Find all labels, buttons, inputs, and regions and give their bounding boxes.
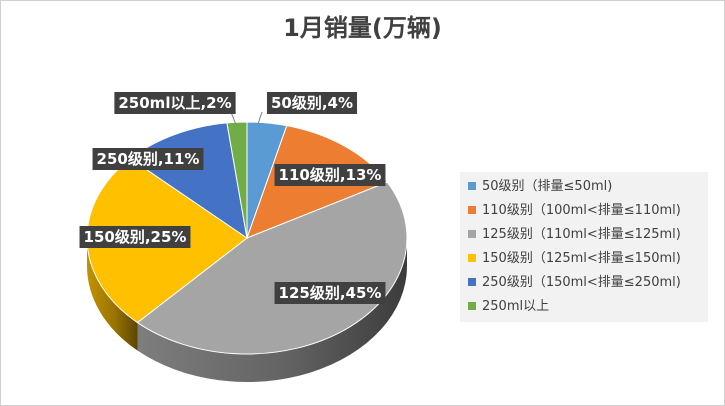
data-label: 250ml以上,2% bbox=[118, 94, 231, 112]
legend-item: 250ml以上 bbox=[468, 297, 549, 317]
data-label-box bbox=[92, 148, 204, 170]
legend-label: 150级别（125ml<排量≤150ml) bbox=[482, 251, 681, 266]
data-label: 110级别,13% bbox=[279, 166, 382, 184]
legend-swatch bbox=[468, 302, 476, 310]
data-label: 50级别,4% bbox=[271, 94, 353, 112]
legend-swatch bbox=[468, 230, 476, 238]
legend-swatch bbox=[468, 206, 476, 214]
data-label-box bbox=[79, 226, 191, 248]
legend-label: 125级别（110ml<排量≤125ml) bbox=[482, 227, 681, 242]
legend-label: 250ml以上 bbox=[482, 299, 550, 314]
pie-slice bbox=[226, 121, 248, 239]
data-label-box bbox=[266, 92, 358, 114]
data-label: 250级别,11% bbox=[97, 150, 200, 168]
leader-line bbox=[257, 111, 263, 125]
data-label: 150级别,25% bbox=[84, 228, 187, 246]
legend-swatch bbox=[468, 254, 476, 262]
legend-item: 250级别（150ml<排量≤250ml) bbox=[468, 273, 681, 293]
leader-line bbox=[230, 111, 237, 126]
legend-label: 50级别（排量≤50ml) bbox=[482, 179, 613, 194]
legend-item: 50级别（排量≤50ml) bbox=[468, 177, 612, 197]
legend-swatch bbox=[468, 278, 476, 286]
legend-label: 250级别（150ml<排量≤250ml) bbox=[482, 275, 681, 290]
legend-item: 110级别（100ml<排量≤110ml) bbox=[468, 201, 681, 221]
data-label: 125级别,45% bbox=[279, 284, 382, 302]
legend-swatch bbox=[468, 182, 476, 190]
legend-item: 125级别（110ml<排量≤125ml) bbox=[468, 225, 681, 245]
data-label-box bbox=[274, 164, 386, 186]
pie-slice-side-shade bbox=[87, 238, 138, 351]
legend-item: 150级别（125ml<排量≤150ml) bbox=[468, 249, 681, 269]
chart-title: 1月销量(万辆) bbox=[283, 14, 442, 42]
legend-label: 110级别（100ml<排量≤110ml) bbox=[482, 203, 681, 218]
data-label-box bbox=[274, 282, 386, 304]
legend: 50级别（排量≤50ml) 110级别（100ml<排量≤110ml) 125级… bbox=[460, 172, 708, 322]
pie-slice bbox=[136, 181, 408, 355]
data-label-box bbox=[114, 92, 236, 114]
pie-slice-side-shade bbox=[137, 238, 407, 382]
